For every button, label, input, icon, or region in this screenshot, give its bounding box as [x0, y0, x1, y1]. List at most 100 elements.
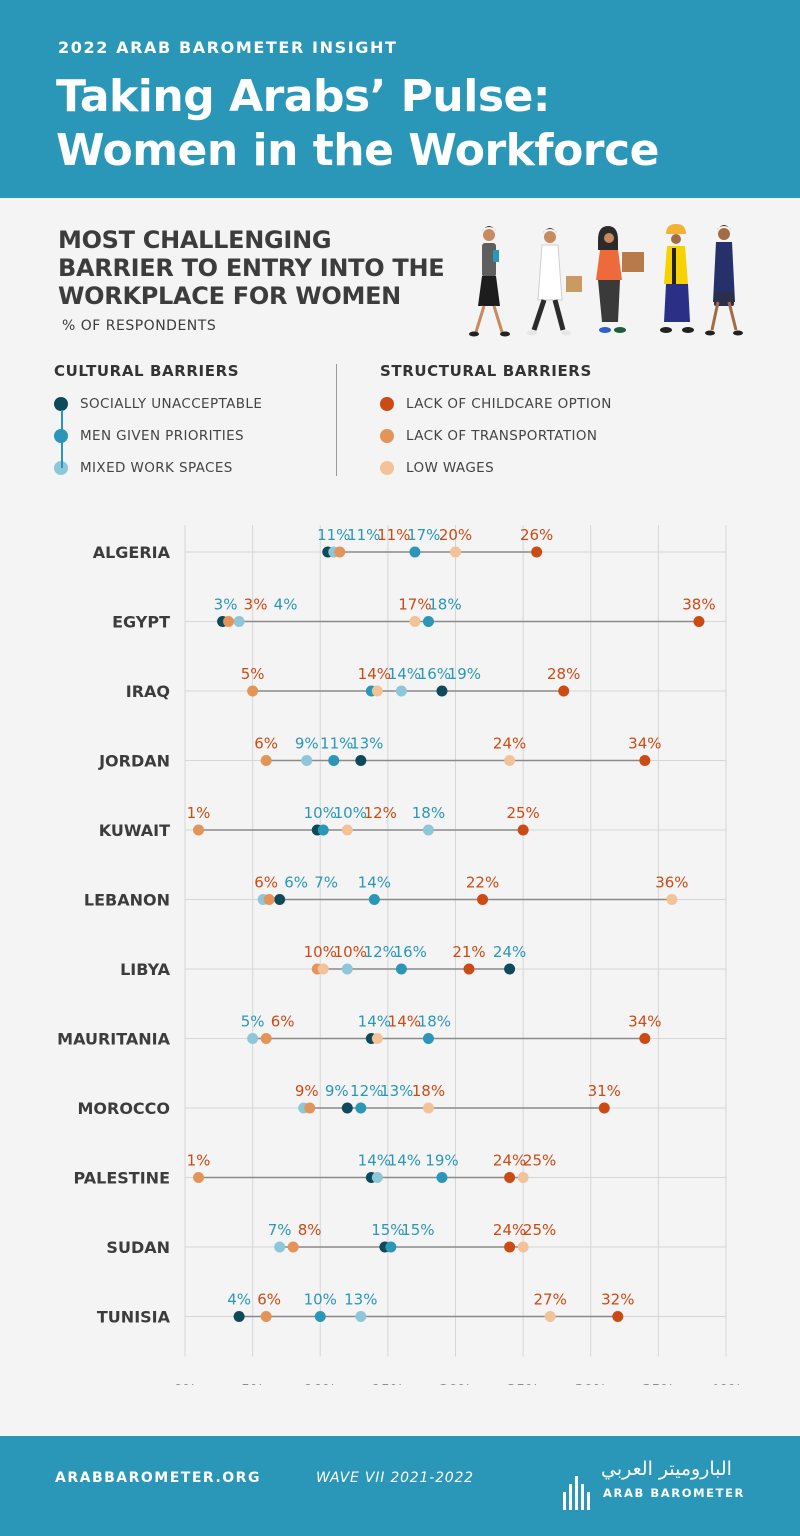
- legend-item-structural-1: LACK OF TRANSPORTATION: [380, 420, 612, 452]
- value-label: 12%: [364, 943, 397, 961]
- office-woman-figure: [705, 225, 743, 336]
- value-label: 6%: [284, 874, 308, 892]
- businesswoman-figure: [469, 226, 510, 337]
- value-label: 25%: [506, 804, 539, 822]
- value-label: 15%: [371, 1221, 404, 1239]
- data-point-low-wages: [371, 685, 383, 697]
- data-point-lack-of-transportation: [247, 685, 259, 697]
- country-label: TUNISIA: [97, 1308, 171, 1327]
- value-label: 7%: [314, 874, 338, 892]
- data-point-low-wages: [371, 1033, 383, 1044]
- data-point-socially-unacceptable: [436, 685, 448, 697]
- data-point-men-given-priorities: [314, 1311, 326, 1322]
- value-label: 16%: [418, 665, 451, 683]
- x-tick-label: 20%: [439, 1383, 471, 1386]
- data-point-men-given-priorities: [409, 546, 421, 558]
- data-point-lack-of-transportation: [223, 616, 235, 627]
- data-point-low-wages: [450, 546, 461, 558]
- value-label: 19%: [425, 1152, 458, 1170]
- legend-item-cultural-0: SOCIALLY UNACCEPTABLE: [54, 388, 262, 420]
- value-label: 36%: [655, 874, 688, 892]
- chart-title-line1: MOST CHALLENGING: [58, 226, 332, 254]
- x-tick-label: 40%: [710, 1383, 742, 1386]
- data-point-low-wages: [544, 1311, 556, 1322]
- data-point-socially-unacceptable: [341, 1102, 353, 1114]
- value-label: 9%: [295, 1082, 319, 1100]
- data-point-mixed-work-spaces: [355, 1311, 367, 1322]
- value-label: 11%: [347, 526, 380, 544]
- country-label: PALESTINE: [74, 1169, 170, 1188]
- data-point-men-given-priorities: [317, 824, 329, 836]
- value-label: 8%: [298, 1221, 322, 1239]
- legend-label: SOCIALLY UNACCEPTABLE: [80, 396, 263, 412]
- value-label: 5%: [241, 1013, 265, 1031]
- doctor-figure: [527, 228, 582, 336]
- country-label: SUDAN: [106, 1238, 170, 1257]
- arab-barometer-logo: الباروميتر العربي ARAB BAROMETER: [563, 1458, 753, 1518]
- country-label: IRAQ: [126, 682, 170, 701]
- page-title-line2: Women in the Workforce: [56, 125, 659, 176]
- value-label: 32%: [601, 1291, 634, 1309]
- country-label: KUWAIT: [99, 821, 170, 840]
- data-point-lack-of-childcare-option: [463, 963, 475, 975]
- value-label: 4%: [274, 596, 298, 614]
- value-label: 14%: [388, 1013, 421, 1031]
- data-point-lack-of-childcare-option: [517, 824, 529, 836]
- legend-label: MIXED WORK SPACES: [80, 460, 233, 476]
- data-point-lack-of-childcare-option: [531, 546, 543, 558]
- chart-title-line3: WORKPLACE FOR WOMEN: [58, 282, 401, 310]
- data-point-men-given-priorities: [355, 1102, 367, 1114]
- value-label: 7%: [268, 1221, 292, 1239]
- data-point-low-wages: [317, 963, 329, 975]
- legend-cultural-title: CULTURAL BARRIERS: [54, 362, 240, 380]
- value-label: 10%: [334, 943, 367, 961]
- chart-title: MOST CHALLENGING BARRIER TO ENTRY INTO T…: [58, 226, 478, 310]
- value-label: 14%: [358, 874, 391, 892]
- brand-arabic-name: الباروميتر العربي: [601, 1458, 732, 1480]
- legend-cultural: CULTURAL BARRIERS SOCIALLY UNACCEPTABLE M…: [54, 362, 262, 484]
- value-label: 10%: [304, 943, 337, 961]
- data-point-low-wages: [666, 894, 678, 905]
- value-label: 9%: [295, 735, 319, 753]
- data-point-men-given-priorities: [368, 894, 380, 905]
- value-label: 26%: [520, 526, 553, 544]
- value-label: 13%: [344, 1291, 377, 1309]
- x-tick-label: 5%: [241, 1383, 264, 1386]
- header-kicker: 2022 ARAB BAROMETER INSIGHT: [58, 38, 398, 57]
- legend-label: LACK OF CHILDCARE OPTION: [406, 396, 612, 412]
- country-label: ALGERIA: [93, 543, 171, 562]
- data-point-lack-of-childcare-option: [477, 894, 489, 905]
- data-point-lack-of-transportation: [263, 894, 275, 905]
- data-point-socially-unacceptable: [504, 963, 516, 975]
- data-point-lack-of-transportation: [193, 1172, 205, 1183]
- chart-unit: % OF RESPONDENTS: [62, 318, 217, 334]
- data-point-mixed-work-spaces: [341, 963, 353, 975]
- value-label: 3%: [244, 596, 268, 614]
- country-label: LIBYA: [120, 960, 171, 979]
- value-label: 13%: [350, 735, 383, 753]
- value-label: 6%: [271, 1013, 295, 1031]
- value-label: 18%: [418, 1013, 451, 1031]
- header-banner: 2022 ARAB BAROMETER INSIGHT Taking Arabs…: [0, 0, 800, 198]
- value-label: 20%: [439, 526, 472, 544]
- value-label: 1%: [187, 1152, 211, 1170]
- value-label: 16%: [394, 943, 427, 961]
- data-point-low-wages: [517, 1172, 529, 1183]
- legend-marker: [380, 397, 394, 411]
- value-label: 10%: [334, 804, 367, 822]
- footer-website-link[interactable]: ARABBAROMETER.ORG: [55, 1470, 261, 1486]
- data-point-men-given-priorities: [328, 755, 340, 766]
- x-tick-label: 15%: [372, 1383, 404, 1386]
- value-label: 17%: [407, 526, 440, 544]
- construction-worker-figure: [660, 224, 694, 333]
- data-point-men-given-priorities: [422, 1033, 434, 1044]
- value-label: 25%: [523, 1221, 556, 1239]
- data-point-men-given-priorities: [422, 616, 434, 627]
- data-point-lack-of-childcare-option: [639, 1033, 651, 1044]
- x-tick-label: 10%: [304, 1383, 336, 1386]
- value-label: 14%: [358, 665, 391, 683]
- value-label: 18%: [428, 596, 461, 614]
- legend-label: LACK OF TRANSPORTATION: [406, 428, 598, 444]
- legend-marker: [380, 461, 394, 475]
- data-point-lack-of-childcare-option: [693, 616, 705, 627]
